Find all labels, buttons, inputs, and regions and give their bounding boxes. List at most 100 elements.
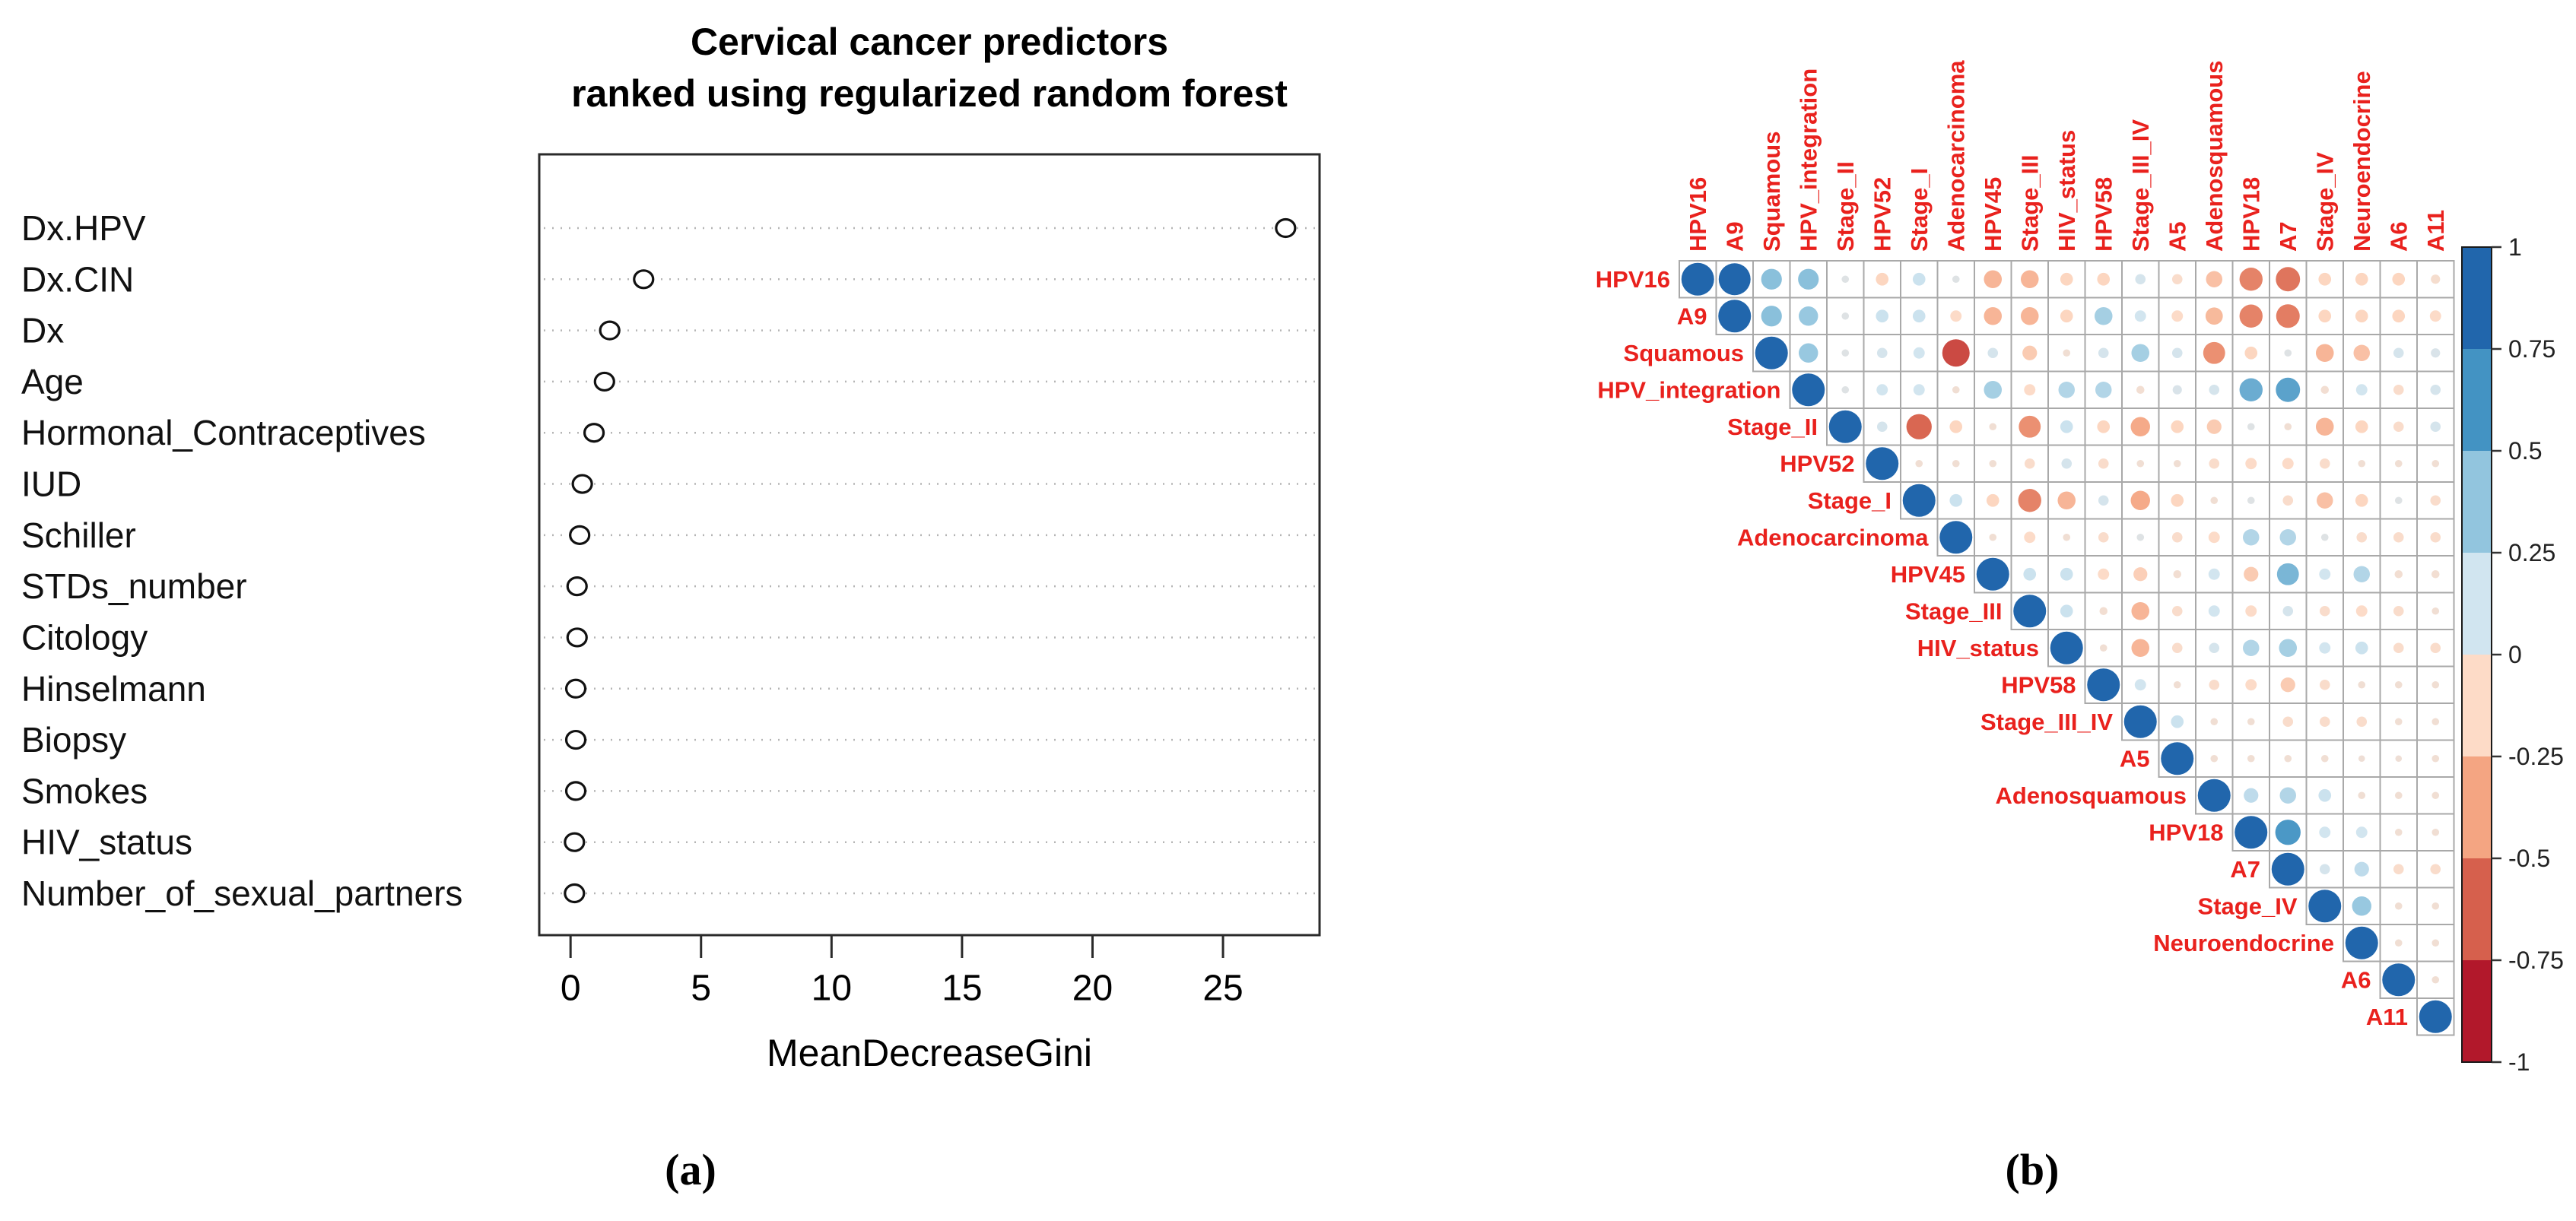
data-point <box>564 781 587 801</box>
corr-dot-HIV_status-HPV18 <box>2243 639 2260 656</box>
row-label-Stage_I: Stage_I <box>1808 487 1892 514</box>
corr-dot-Stage_II-HPV52 <box>1876 421 1888 433</box>
corr-dot-Squamous-Adenosquamous <box>2203 341 2225 364</box>
corr-dot-HPV58-Neuroendocrine <box>2358 680 2366 689</box>
corr-dot-HPV_integration-Adenosquamous <box>2209 384 2220 395</box>
corr-dot-Stage_II-Adenosquamous <box>2206 419 2222 434</box>
data-point <box>593 371 615 392</box>
corr-dot-Stage_III-A7 <box>2282 605 2294 617</box>
corr-dot-Squamous-A7 <box>2284 349 2292 357</box>
row-label-Adenosquamous: Adenosquamous <box>1996 782 2187 809</box>
panel-a-dotchart: Cervical cancer predictors ranked using r… <box>21 21 1321 1074</box>
corr-dot-Squamous-Stage_IV <box>2315 344 2334 363</box>
corr-dot-Stage_II-Stage_III_IV <box>2130 417 2150 436</box>
category-label: Smokes <box>21 771 148 810</box>
row-label-Adenocarcinoma: Adenocarcinoma <box>1737 524 1929 550</box>
corr-dot-HPV45-Stage_III_IV <box>2133 567 2148 582</box>
colorbar-segment <box>2462 960 2492 1063</box>
corr-dot-A7-Stage_IV <box>2319 864 2330 875</box>
data-point <box>599 320 621 341</box>
corr-dot-HIV_status-Stage_III_IV <box>2131 639 2150 658</box>
corr-dot-Stage_I-HPV18 <box>2247 496 2255 505</box>
corr-dot-HPV18-HPV18 <box>2235 816 2268 849</box>
row-label-A9: A9 <box>1677 303 1707 329</box>
corr-dot-A5-Neuroendocrine <box>2358 755 2365 763</box>
corr-dot-HPV52-Adenocarcinoma <box>1952 459 1960 468</box>
corr-dot-Stage_III_IV-A7 <box>2282 716 2294 728</box>
corr-dot-Stage_II-HPV45 <box>1989 423 1997 431</box>
corr-dot-HIV_status-A7 <box>2279 639 2298 658</box>
corr-dot-Squamous-HPV_integration <box>1799 343 1818 363</box>
corr-dot-HPV_integration-HPV_integration <box>1792 373 1825 407</box>
category-label: Age <box>21 362 84 401</box>
category-label: Dx.CIN <box>21 259 134 299</box>
colorbar-segment <box>2462 553 2492 655</box>
corr-dot-HPV45-A11 <box>2431 569 2440 579</box>
data-point <box>566 627 588 648</box>
col-label-HPV45: HPV45 <box>1980 177 2006 252</box>
corr-dot-Adenosquamous-HPV18 <box>2244 788 2259 803</box>
corr-dot-HIV_status-Adenosquamous <box>2209 642 2220 654</box>
data-point <box>583 423 605 443</box>
corr-dot-HPV16-A5 <box>2171 274 2183 285</box>
corr-dot-HPV16-HPV_integration <box>1798 268 1819 290</box>
row-label-Stage_IV: Stage_IV <box>2198 893 2298 919</box>
corr-dot-Stage_II-A5 <box>2171 420 2184 433</box>
corr-dot-HPV16-A11 <box>2431 274 2441 284</box>
col-label-HPV16: HPV16 <box>1685 177 1711 252</box>
data-point <box>569 525 591 545</box>
corr-dot-HPV58-HPV18 <box>2245 679 2257 691</box>
corr-dot-HPV16-A9 <box>1718 263 1751 296</box>
corr-dot-Adenocarcinoma-A7 <box>2279 529 2296 546</box>
row-label-HPV52: HPV52 <box>1780 450 1854 477</box>
corr-dot-Stage_I-Stage_I <box>1902 484 1936 517</box>
corr-dot-Stage_II-Neuroendocrine <box>2355 420 2368 433</box>
corr-dot-HIV_status-HIV_status <box>2050 631 2083 664</box>
data-point <box>564 729 587 750</box>
corr-dot-HPV58-A5 <box>2173 680 2181 689</box>
corr-dot-HPV52-A7 <box>2282 458 2294 470</box>
corr-dot-HPV_integration-HIV_status <box>2058 382 2075 398</box>
corr-dot-Adenosquamous-A6 <box>2394 791 2403 800</box>
colorbar-tick-label: -0.75 <box>2508 947 2564 974</box>
corr-dot-A5-A6 <box>2395 755 2403 763</box>
data-point <box>633 269 655 290</box>
category-label: STDs_number <box>21 566 247 606</box>
corr-dot-A9-HIV_status <box>2060 309 2073 323</box>
corr-dot-HPV_integration-Stage_I <box>1913 384 1925 396</box>
row-label-A7: A7 <box>2230 856 2260 883</box>
corr-dot-Adenocarcinoma-Stage_III <box>2024 531 2036 544</box>
corr-dot-HPV16-Adenocarcinoma <box>1952 275 1960 284</box>
corr-dot-Stage_IV-A6 <box>2394 902 2403 910</box>
corr-dot-Squamous-HPV45 <box>1987 347 1999 359</box>
panel-b-correlogram: HPV16 A9 Squamous HPV_integration Stage_II HP… <box>1596 60 2564 1076</box>
corr-dot-Stage_II-HIV_status <box>2060 420 2073 433</box>
corr-dot-HPV16-A6 <box>2392 272 2406 286</box>
corr-dot-HPV18-A7 <box>2275 820 2301 845</box>
corr-dot-A9-HPV58 <box>2094 306 2113 325</box>
corr-dot-Neuroendocrine-A6 <box>2394 939 2403 947</box>
corr-dot-HPV16-Adenosquamous <box>2206 271 2222 287</box>
corr-dot-HIV_status-A6 <box>2393 642 2404 654</box>
corr-dot-A5-A7 <box>2284 754 2292 763</box>
corr-dot-HIV_status-HPV58 <box>2099 644 2107 652</box>
corr-dot-HPV45-Neuroendocrine <box>2353 566 2370 582</box>
corr-dot-Stage_III-Stage_III_IV <box>2131 601 2150 620</box>
corr-dot-A9-Adenosquamous <box>2205 307 2223 325</box>
corr-dot-HPV_integration-A11 <box>2430 384 2441 395</box>
corr-dot-Squamous-HPV52 <box>1876 347 1888 359</box>
corr-dot-Stage_I-A5 <box>2171 493 2184 507</box>
x-tick-label: 15 <box>942 969 982 1009</box>
corr-dot-HPV18-Stage_IV <box>2319 826 2331 839</box>
corr-dot-Stage_I-Stage_III <box>2018 489 2041 512</box>
row-label-A6: A6 <box>2341 966 2371 993</box>
corr-dot-A5-Adenosquamous <box>2210 754 2219 763</box>
corr-dot-Adenocarcinoma-Stage_IV <box>2320 533 2329 541</box>
corr-dot-Stage_I-Stage_III_IV <box>2130 490 2150 510</box>
corr-dot-Squamous-A6 <box>2393 347 2404 359</box>
corr-dot-Stage_III_IV-HPV18 <box>2247 718 2255 726</box>
chart-title-line: ranked using regularized random forest <box>571 72 1288 115</box>
corr-dot-HPV52-Stage_I <box>1915 459 1923 468</box>
corr-dot-HPV16-Stage_IV <box>2318 272 2332 286</box>
